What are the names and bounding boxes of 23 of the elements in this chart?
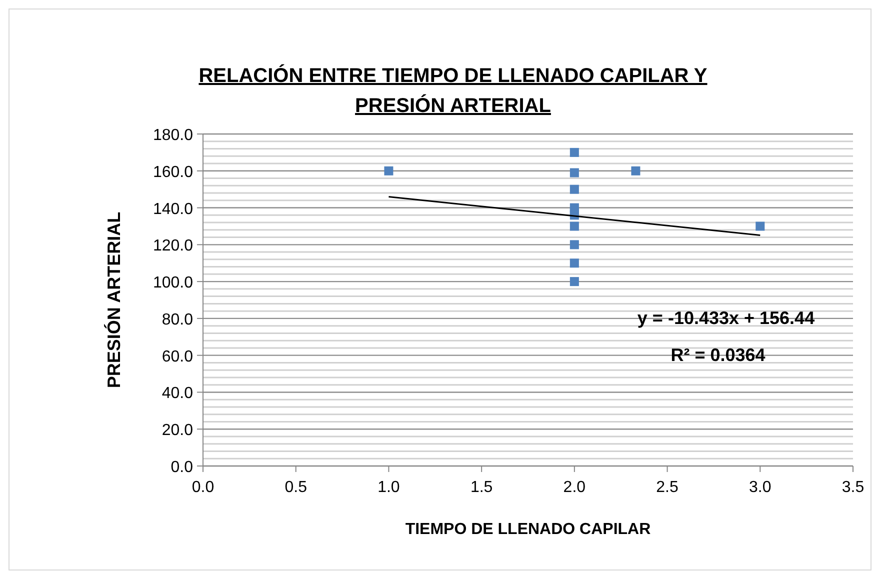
x-tick-label: 3.5 (842, 479, 864, 496)
y-tick-label: 0.0 (170, 459, 194, 476)
x-axis-title: TIEMPO DE LLENADO CAPILAR (405, 521, 652, 538)
y-tick-label: 60.0 (162, 348, 194, 366)
x-tick-label: 1.5 (470, 479, 493, 496)
y-tick-label: 20.0 (162, 422, 194, 440)
annotation: y = -10.433x + 156.44 (637, 308, 815, 328)
x-tick-label: 2.0 (563, 479, 586, 496)
x-tick-label: 2.5 (656, 479, 679, 496)
x-tick-label: 0.5 (284, 479, 308, 496)
y-tick-label: 140.0 (152, 200, 194, 218)
y-tick-label: 120.0 (152, 238, 194, 255)
y-tick-label: 160.0 (152, 164, 194, 181)
x-tick-label: 1.0 (378, 479, 400, 496)
y-tick-label: 40.0 (162, 385, 194, 402)
annotation: R² = 0.0364 (670, 345, 766, 365)
y-tick-label: 80.0 (162, 311, 194, 328)
y-tick-label: 100.0 (152, 274, 194, 292)
x-tick-label: 0.0 (192, 479, 214, 496)
y-axis-title: PRESIÓN ARTERIAL (104, 212, 124, 388)
chart-title: RELACIÓN ENTRE TIEMPO DE LLENADO CAPILAR Y PRESIÓN ARTERIAL (198, 64, 708, 117)
x-tick-label: 3.0 (749, 479, 772, 496)
y-tick-label: 180.0 (152, 127, 194, 144)
